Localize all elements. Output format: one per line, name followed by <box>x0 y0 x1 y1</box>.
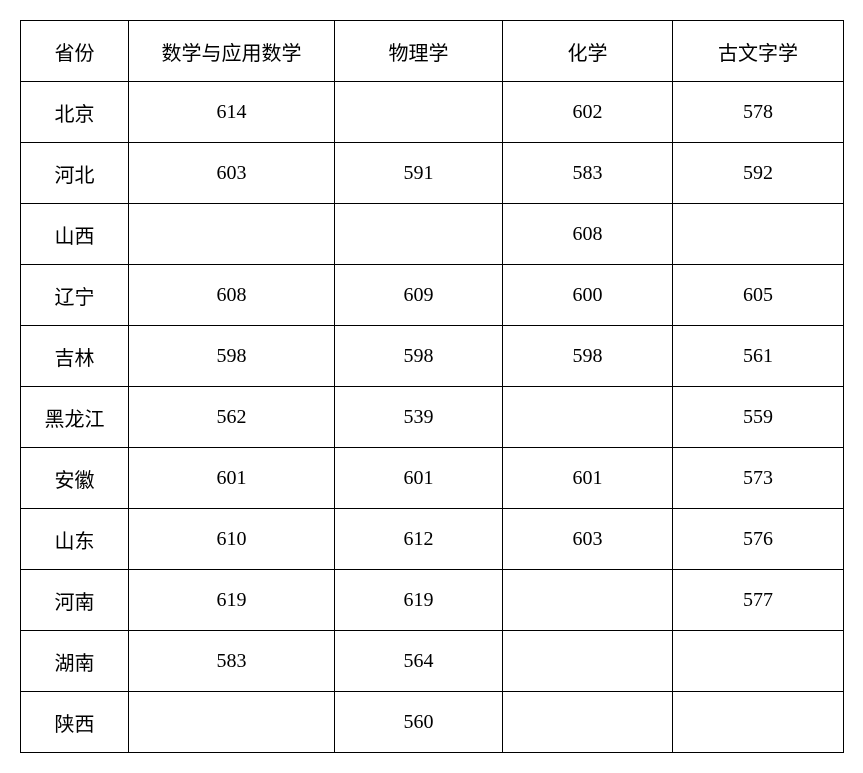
cell-province: 北京 <box>21 82 129 143</box>
cell-ancient: 578 <box>673 82 844 143</box>
table-row: 陕西 560 <box>21 692 844 753</box>
cell-chemistry: 602 <box>503 82 673 143</box>
cell-ancient <box>673 631 844 692</box>
cell-physics: 619 <box>335 570 503 631</box>
table-row: 河北 603 591 583 592 <box>21 143 844 204</box>
cell-province: 陕西 <box>21 692 129 753</box>
table-body: 北京 614 602 578 河北 603 591 583 592 山西 608… <box>21 82 844 753</box>
header-physics: 物理学 <box>335 21 503 82</box>
cell-physics <box>335 204 503 265</box>
cell-physics: 609 <box>335 265 503 326</box>
cell-chemistry <box>503 570 673 631</box>
cell-province: 黑龙江 <box>21 387 129 448</box>
cell-ancient: 559 <box>673 387 844 448</box>
cell-province: 河北 <box>21 143 129 204</box>
table-row: 山东 610 612 603 576 <box>21 509 844 570</box>
header-row: 省份 数学与应用数学 物理学 化学 古文字学 <box>21 21 844 82</box>
cell-math: 610 <box>129 509 335 570</box>
cell-math <box>129 692 335 753</box>
header-chemistry: 化学 <box>503 21 673 82</box>
cell-province: 湖南 <box>21 631 129 692</box>
cell-chemistry: 603 <box>503 509 673 570</box>
cell-province: 安徽 <box>21 448 129 509</box>
cell-chemistry: 598 <box>503 326 673 387</box>
cell-math: 614 <box>129 82 335 143</box>
table-row: 黑龙江 562 539 559 <box>21 387 844 448</box>
cell-chemistry <box>503 631 673 692</box>
cell-math: 601 <box>129 448 335 509</box>
cell-physics: 601 <box>335 448 503 509</box>
cell-math: 598 <box>129 326 335 387</box>
cell-ancient: 592 <box>673 143 844 204</box>
cell-chemistry: 608 <box>503 204 673 265</box>
cell-province: 辽宁 <box>21 265 129 326</box>
score-table: 省份 数学与应用数学 物理学 化学 古文字学 北京 614 602 578 河北… <box>20 20 844 753</box>
cell-province: 山东 <box>21 509 129 570</box>
table-row: 河南 619 619 577 <box>21 570 844 631</box>
cell-math: 583 <box>129 631 335 692</box>
cell-province: 吉林 <box>21 326 129 387</box>
cell-physics: 598 <box>335 326 503 387</box>
cell-chemistry: 601 <box>503 448 673 509</box>
cell-chemistry <box>503 387 673 448</box>
cell-chemistry <box>503 692 673 753</box>
cell-province: 河南 <box>21 570 129 631</box>
table-row: 吉林 598 598 598 561 <box>21 326 844 387</box>
cell-math: 619 <box>129 570 335 631</box>
cell-math: 608 <box>129 265 335 326</box>
cell-physics: 564 <box>335 631 503 692</box>
cell-math: 562 <box>129 387 335 448</box>
cell-ancient: 561 <box>673 326 844 387</box>
header-math: 数学与应用数学 <box>129 21 335 82</box>
cell-ancient: 573 <box>673 448 844 509</box>
table-row: 湖南 583 564 <box>21 631 844 692</box>
table-row: 辽宁 608 609 600 605 <box>21 265 844 326</box>
cell-province: 山西 <box>21 204 129 265</box>
cell-physics: 539 <box>335 387 503 448</box>
cell-ancient: 576 <box>673 509 844 570</box>
cell-math: 603 <box>129 143 335 204</box>
cell-chemistry: 600 <box>503 265 673 326</box>
header-ancient: 古文字学 <box>673 21 844 82</box>
cell-ancient: 605 <box>673 265 844 326</box>
table-row: 北京 614 602 578 <box>21 82 844 143</box>
cell-physics: 612 <box>335 509 503 570</box>
cell-ancient <box>673 692 844 753</box>
table-row: 安徽 601 601 601 573 <box>21 448 844 509</box>
cell-math <box>129 204 335 265</box>
cell-physics: 591 <box>335 143 503 204</box>
table-row: 山西 608 <box>21 204 844 265</box>
cell-physics: 560 <box>335 692 503 753</box>
cell-ancient: 577 <box>673 570 844 631</box>
cell-chemistry: 583 <box>503 143 673 204</box>
cell-physics <box>335 82 503 143</box>
header-province: 省份 <box>21 21 129 82</box>
cell-ancient <box>673 204 844 265</box>
